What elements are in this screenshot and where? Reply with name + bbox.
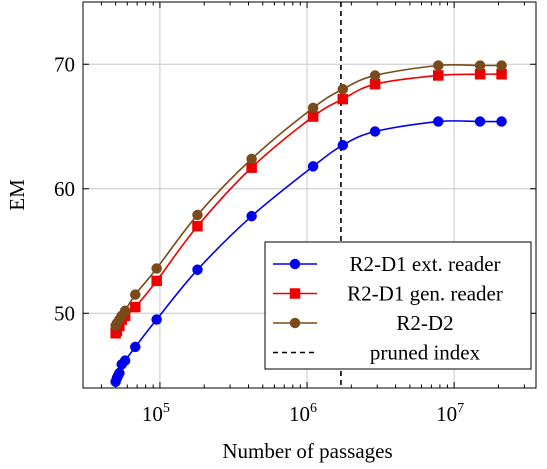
data-point bbox=[119, 355, 131, 366]
data-point bbox=[151, 314, 162, 325]
minor-ticks bbox=[82, 2, 536, 388]
data-point bbox=[337, 139, 349, 151]
data-point bbox=[130, 289, 141, 300]
grid bbox=[83, 2, 536, 388]
data-point bbox=[369, 126, 381, 137]
data-point bbox=[119, 305, 131, 317]
data-point bbox=[151, 275, 162, 287]
series-layer bbox=[110, 60, 507, 388]
x-tick-label: 105 bbox=[142, 401, 170, 426]
data-point bbox=[130, 301, 141, 313]
data-point bbox=[433, 116, 444, 127]
data-point bbox=[496, 60, 507, 71]
x-tick-label: 107 bbox=[436, 401, 464, 426]
data-point bbox=[474, 116, 486, 127]
data-point bbox=[496, 116, 507, 127]
legend-label: pruned index bbox=[370, 341, 481, 365]
legend-entry: pruned index bbox=[273, 341, 481, 365]
x-tick-exponent: 5 bbox=[163, 401, 170, 416]
y-tick-labels: 50 60 70 bbox=[54, 52, 75, 325]
y-tick-label: 50 bbox=[54, 301, 75, 325]
data-point bbox=[246, 153, 257, 165]
x-axis-label: Number of passages bbox=[222, 439, 392, 463]
legend-entry: R2-D1 ext. reader bbox=[273, 252, 501, 276]
y-axis-label: EM bbox=[5, 179, 29, 211]
legend-box bbox=[264, 241, 532, 370]
data-point bbox=[246, 210, 257, 222]
legend-label: R2-D2 bbox=[396, 311, 453, 335]
legend-marker bbox=[289, 258, 301, 270]
legend-marker bbox=[289, 317, 301, 329]
series-0 bbox=[110, 116, 507, 388]
x-tick-label: 106 bbox=[289, 401, 317, 426]
x-tick-base: 10 bbox=[289, 402, 310, 426]
data-point bbox=[433, 60, 444, 71]
data-point bbox=[369, 70, 381, 81]
x-tick-labels: 105 106 107 bbox=[142, 401, 464, 426]
legend-entry: R2-D2 bbox=[273, 311, 454, 335]
legend-label: R2-D1 ext. reader bbox=[349, 252, 500, 276]
data-point bbox=[337, 93, 349, 105]
y-tick-label: 70 bbox=[54, 52, 75, 76]
legend-label: R2-D1 gen. reader bbox=[347, 282, 503, 306]
legend-marker bbox=[289, 288, 301, 299]
data-point bbox=[433, 70, 444, 81]
y-tick-label: 60 bbox=[54, 177, 75, 201]
data-point bbox=[192, 209, 203, 221]
data-point bbox=[192, 220, 203, 232]
legend-entries: R2-D1 ext. reader R2-D1 gen. reader R2-D2 p… bbox=[273, 252, 503, 365]
data-point bbox=[474, 60, 486, 71]
series-2 bbox=[110, 60, 507, 331]
data-point bbox=[307, 161, 319, 172]
x-tick-base: 10 bbox=[436, 402, 457, 426]
plot-frame bbox=[82, 1, 537, 389]
legend: R2-D1 ext. reader R2-D1 gen. reader R2-D2 p… bbox=[264, 241, 532, 370]
data-point bbox=[130, 341, 141, 353]
data-point bbox=[192, 264, 203, 275]
data-point bbox=[151, 263, 162, 274]
x-tick-exponent: 6 bbox=[310, 401, 317, 416]
x-tick-exponent: 7 bbox=[457, 401, 464, 416]
data-point bbox=[337, 83, 349, 95]
legend-entry: R2-D1 gen. reader bbox=[273, 282, 503, 306]
x-tick-base: 10 bbox=[142, 402, 163, 426]
data-point bbox=[307, 102, 319, 114]
data-point bbox=[114, 367, 125, 379]
